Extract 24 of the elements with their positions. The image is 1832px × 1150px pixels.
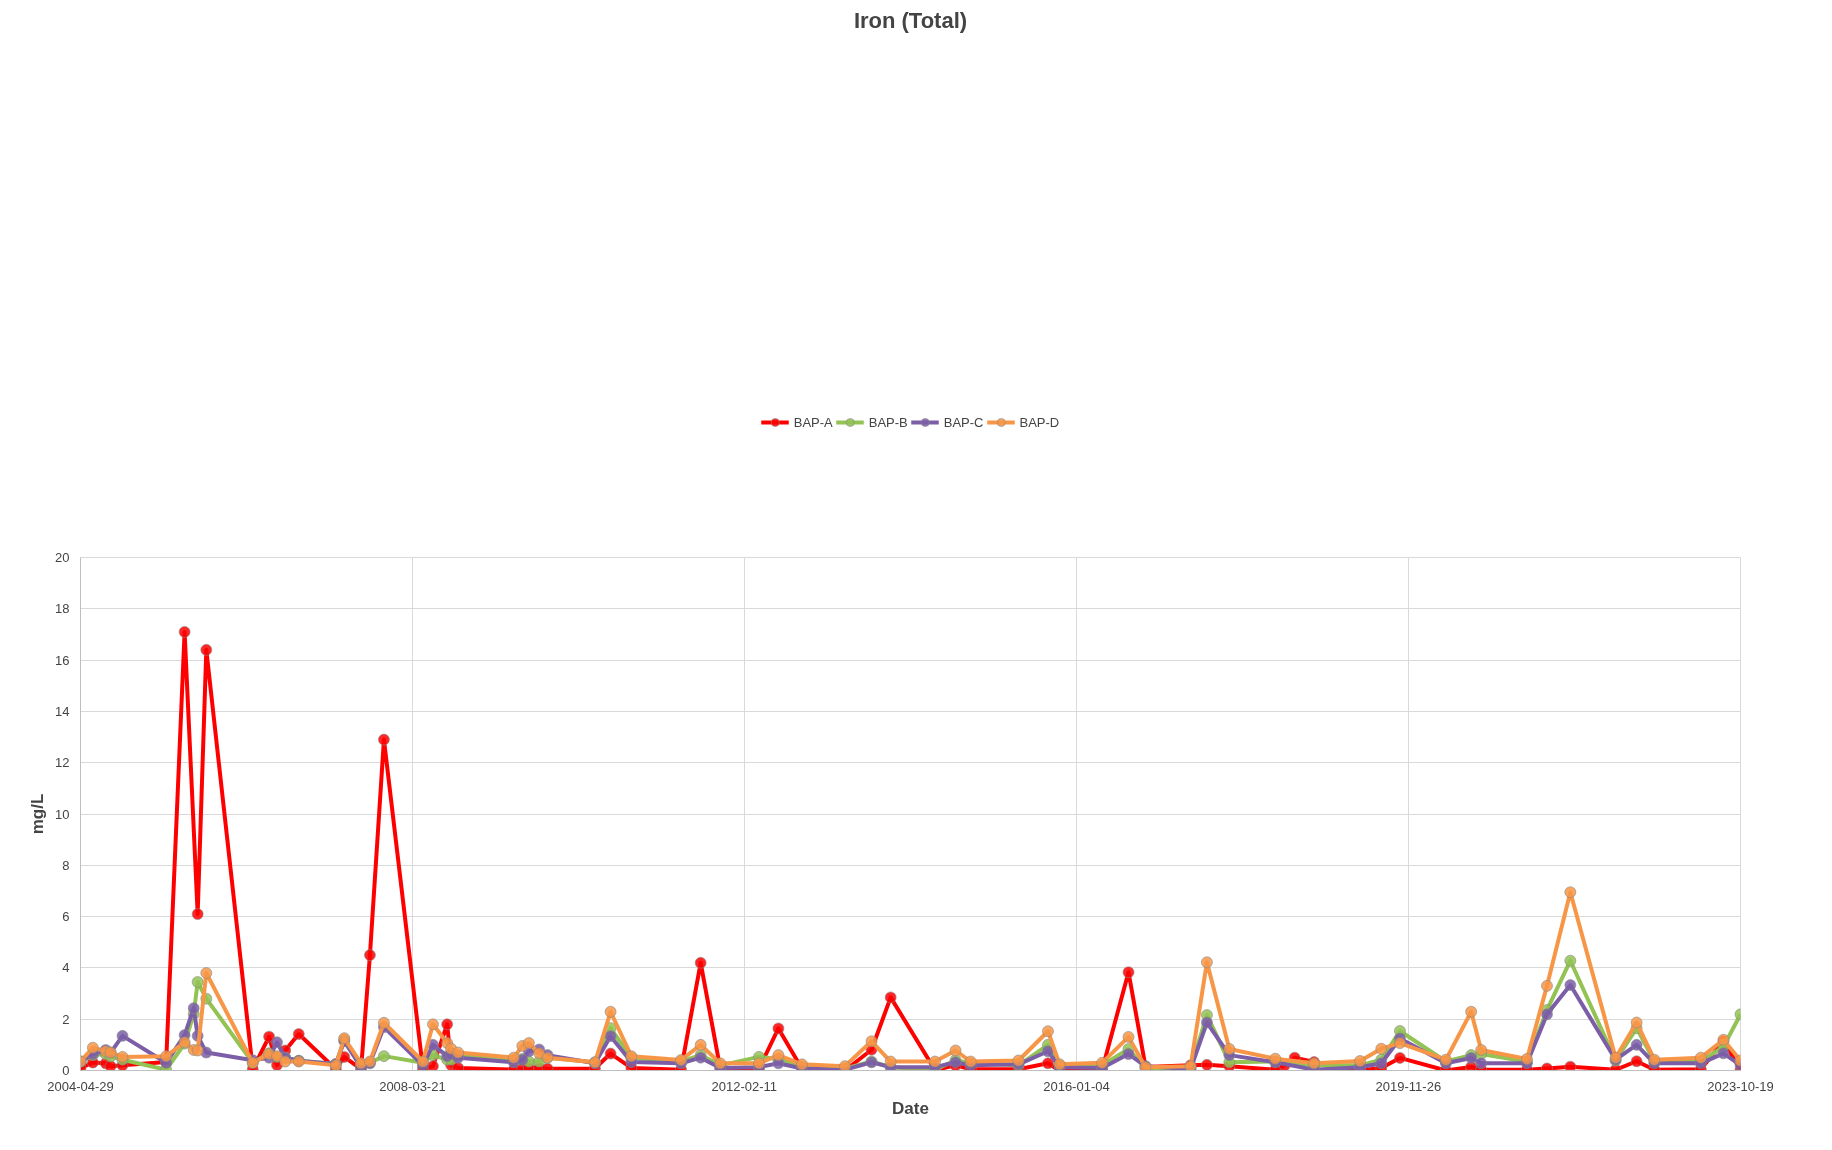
y-tick-label: 0: [62, 1063, 70, 1078]
chart-title: Iron (Total): [853, 7, 968, 33]
legend-label: BAP-D: [1019, 414, 1060, 430]
legend-label: BAP-B: [868, 414, 908, 430]
y-tick-label: 10: [55, 806, 70, 822]
y-tick-label: 4: [62, 960, 70, 976]
y-tick-label: 2: [62, 1011, 70, 1027]
x-axis-title: Date: [892, 1098, 929, 1118]
y-tick-label: 16: [55, 652, 70, 668]
legend-label: BAP-A: [793, 414, 833, 430]
legend-label: BAP-C: [943, 414, 984, 430]
x-tick-label: 2012-02-11: [711, 1078, 778, 1094]
y-tick-label: 8: [62, 857, 70, 873]
y-tick-label: 18: [55, 601, 70, 617]
x-tick-label: 2023-10-19: [1707, 1078, 1774, 1094]
x-tick-label: 2016-01-04: [1043, 1078, 1110, 1094]
y-axis-title: mg/L: [28, 793, 48, 835]
y-tick-label: 20: [55, 550, 70, 565]
x-tick-label: 2008-03-21: [379, 1078, 446, 1094]
y-tick-label: 12: [55, 755, 70, 771]
y-tick-label: 6: [62, 909, 70, 925]
x-tick-label: 2019-11-26: [1375, 1078, 1442, 1094]
y-tick-label: 14: [55, 703, 70, 719]
x-tick-label: 2004-04-29: [47, 1078, 114, 1094]
